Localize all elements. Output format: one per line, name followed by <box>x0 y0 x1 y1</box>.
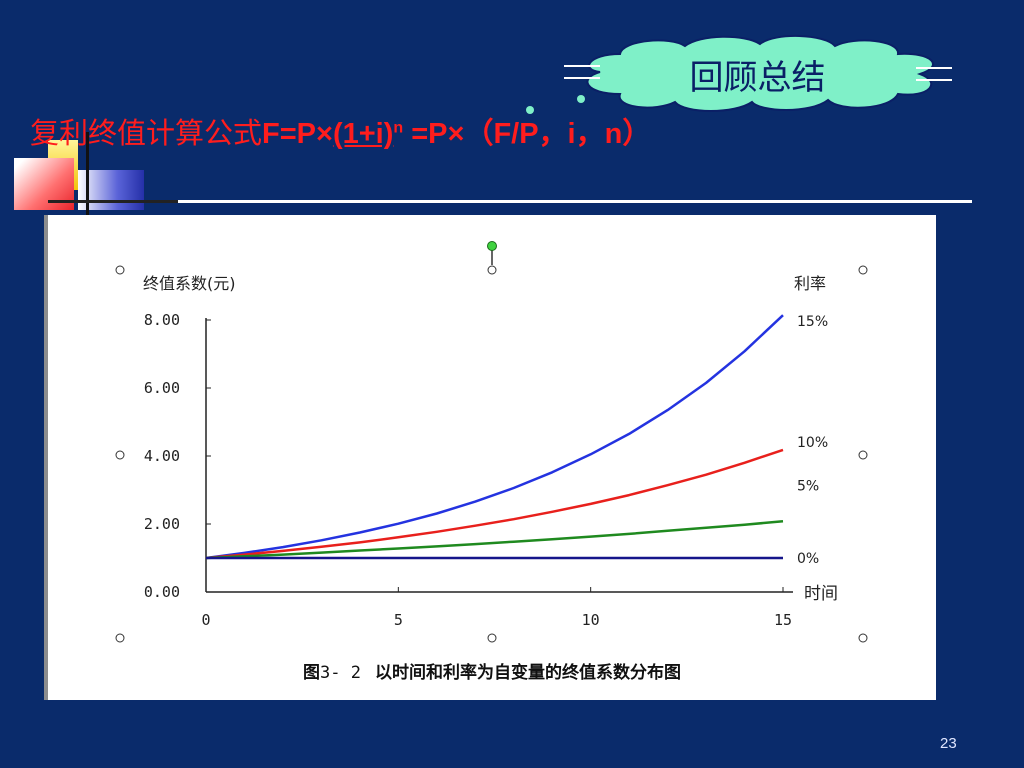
formula-part-b: (1+i) <box>332 118 394 150</box>
handle-middle-right <box>858 450 868 460</box>
x-tick-label: 0 <box>201 611 210 629</box>
handle-bottom-left <box>115 633 125 643</box>
caption-fig: 图 <box>303 663 321 683</box>
x-tick-label: 15 <box>774 611 792 629</box>
decor-divider-dark <box>48 200 178 203</box>
decor-vertical-line <box>86 132 89 216</box>
handle-middle-left <box>115 450 125 460</box>
figure-caption: 图3- 2 以时间和利率为自变量的终值系数分布图 <box>48 658 936 683</box>
y-tick-label: 2.00 <box>144 515 180 533</box>
series-line <box>205 448 784 560</box>
series-line <box>205 314 784 560</box>
series-label: 10% <box>797 435 828 451</box>
caption-number: 3- 2 <box>320 663 361 683</box>
legend-title: 利率 <box>794 274 826 293</box>
y-tick-label: 8.00 <box>144 311 180 329</box>
y-tick-label: 4.00 <box>144 447 180 465</box>
handle-top-left <box>115 265 125 275</box>
caption-text: 以时间和利率为自变量的终值系数分布图 <box>374 663 681 683</box>
formula-part-a: F=P× <box>262 118 333 150</box>
series-label: 15% <box>797 314 828 330</box>
formula-exponent: n <box>393 119 404 137</box>
selection-handles[interactable] <box>115 241 868 643</box>
x-tick-label: 10 <box>582 611 600 629</box>
handle-bottom-middle <box>487 633 497 643</box>
handle-top-middle <box>487 265 497 275</box>
formula-part-c: =P×（F/P，i，n） <box>403 118 652 150</box>
y-axis-label: 终值系数(元) <box>143 274 236 293</box>
title-prefix: 复利终值计算公式 <box>30 116 263 150</box>
cloud-tail-dots <box>526 106 534 114</box>
future-value-chart: 终值系数(元) 利率 时间 0.00 2.00 4.00 6.00 8.00 0 5 10 15… <box>115 241 868 643</box>
series-label: 5% <box>797 478 819 494</box>
cloud-shape <box>564 35 952 112</box>
chart-plot-area: 0.00 2.00 4.00 6.00 8.00 0 5 10 15 15% 10% 5% 0% <box>144 311 828 629</box>
series-label: 0% <box>797 551 819 567</box>
decor-blue-square <box>78 170 144 210</box>
cloud-callout[interactable]: 回顾总结 <box>560 32 955 112</box>
page-number: 23 <box>940 735 957 752</box>
title-divider-line <box>178 200 972 203</box>
rotate-handle <box>487 241 497 251</box>
y-tick-label: 6.00 <box>144 379 180 397</box>
cloud-tail-dot <box>577 95 585 103</box>
cloud-label: 回顾总结 <box>689 58 826 98</box>
x-tick-label: 5 <box>394 611 403 629</box>
slide-title: 复利终值计算公式F=P×(1+i)n =P×（F/P，i，n） <box>30 110 651 152</box>
x-axis-label: 时间 <box>804 584 838 604</box>
y-tick-label: 0.00 <box>144 583 180 601</box>
handle-top-right <box>858 265 868 275</box>
chart-image[interactable]: 终值系数(元) 利率 时间 0.00 2.00 4.00 6.00 8.00 0 5 10 15… <box>44 215 936 700</box>
handle-bottom-right <box>858 633 868 643</box>
series-line <box>205 520 784 560</box>
